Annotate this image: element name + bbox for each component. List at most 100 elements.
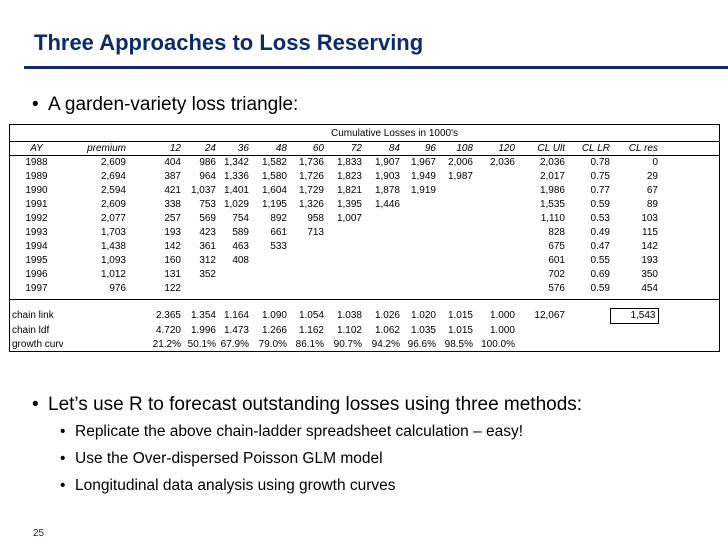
table-cell: 0.78 [590,157,610,168]
table-cell: 0.55 [590,255,610,266]
table-row: 1988 2,609 404 986 1,342 1,582 1,736 1,833 1,907… [10,156,658,170]
table-cell: 257 [164,213,181,224]
table-cell: 1,093 [100,255,126,266]
table-cell [473,240,515,254]
table-cell: 964 [199,171,216,182]
table-cell: 1.473 [223,324,249,336]
table-cell: 1,195 [261,199,287,210]
table-cell: 350 [641,269,658,280]
table-cell: 675 [548,241,565,252]
table-cell [436,282,473,296]
table-cell [436,254,473,268]
table-cell: 89 [646,199,658,210]
table-cell: 115 [642,227,658,238]
table-cell: 1995 [25,255,48,266]
table-cell: 94.2% [371,339,400,350]
table-cell: 1990 [25,185,48,196]
table-cell: 1,907 [374,157,400,168]
table-cell: 90.7% [333,339,362,350]
bullet-forecast: • Let’s use R to forecast outstanding los… [32,394,582,416]
table-cell [216,268,249,282]
table-row: 1994 1,438 142 361 463 533 675 0.47 142 [10,240,658,254]
table-cell [400,282,436,296]
header-row: AY premium 12 24 36 48 60 72 84 96 108 120 CL Ult CL … [10,142,658,156]
table-cell [565,338,610,352]
table-cell: 1.038 [336,310,362,321]
table-cell: 36 [237,143,249,154]
table-cell: 1,029 [223,199,249,210]
table-cell [473,212,515,226]
table-row: 1990 2,594 421 1,037 1,401 1,604 1,729 1,821 1,8… [10,184,658,198]
table-cell: 408 [232,255,249,266]
summary-row: growth curve 21.2% 50.1% 67.9% 79.0% 86.1% 90.… [10,338,658,352]
table-cell: 1.062 [374,324,400,336]
table-cell: 67.9% [220,339,249,350]
table-cell: 96.6% [407,339,436,350]
table-cell: 21.2% [152,339,181,350]
sub-bullet-dot: • [60,423,66,440]
table-cell: 1.354 [190,310,216,321]
table-cell: 160 [164,255,181,266]
table-cell: 50.1% [187,339,216,350]
table-cell: 533 [270,241,287,252]
table-cell: 2,036 [539,157,565,168]
table-cell: 2,006 [447,157,473,168]
table-cell: 713 [307,227,324,238]
table-cell: 142 [641,241,658,252]
table-cell [362,212,400,226]
table-cell: 312 [199,255,216,266]
table-cell: 976 [109,283,126,294]
bullet-dot: • [32,394,39,415]
table-cell [565,324,610,339]
table-cell [249,282,287,296]
table-cell: 1,736 [298,157,324,168]
table-cell [216,282,249,296]
table-cell: 1997 [25,283,48,294]
page-number: 25 [33,528,45,539]
table-cell [473,170,515,184]
table-cell: 131 [164,269,181,280]
table-cell [324,282,362,296]
table-cell [610,338,658,352]
table-cell [436,184,473,198]
table-cell: 1,821 [336,185,362,196]
table-cell: 2,609 [100,199,126,210]
table-row: 1993 1,703 193 423 589 661 713 828 0.49 115 [10,226,658,240]
table-cell [473,282,515,296]
loss-triangle-spreadsheet: Cumulative Losses in 1000's AY premium 12 2… [9,124,720,352]
table-cell: 0.77 [590,185,610,196]
summary-row: chain ldf 4.720 1.996 1.473 1.266 1.162 1.102 1… [10,324,658,339]
table-cell [515,338,565,352]
table-cell [473,254,515,268]
table-cell: 986 [199,157,216,168]
sub-bullet-text: Longitudinal data analysis using growth … [75,477,396,494]
table-cell [610,324,658,339]
table-cell: 193 [164,227,181,238]
table-cell: 828 [548,227,565,238]
table-cell: 753 [199,199,216,210]
table-cell: 1,342 [223,157,249,168]
table-cell [473,184,515,198]
table-cell: 1,823 [336,171,362,182]
table-cell [287,282,324,296]
table-cell [63,309,126,324]
table-cell: 1,903 [374,171,400,182]
table-cell: 1,535 [539,199,565,210]
table-cell: chain link [12,310,54,321]
table-cell: 60 [312,143,324,154]
table-cell: 1,604 [261,185,287,196]
sub-bullet-chain-ladder: • Replicate the above chain-ladder spread… [60,423,523,441]
table-cell: 1.035 [410,324,436,336]
table-cell: 1,395 [336,199,362,210]
table-cell [324,226,362,240]
table-cell: chain ldf [12,324,50,336]
table-cell: 1,336 [223,171,249,182]
sub-bullet-glm: • Use the Over-dispersed Poisson GLM mode… [60,450,383,468]
table-cell [362,282,400,296]
table-cell: 1,012 [100,269,126,280]
table-cell [324,240,362,254]
table-cell: 4.720 [155,324,181,336]
sub-bullet-text: Use the Over-dispersed Poisson GLM model [75,450,383,467]
sheet-title: Cumulative Losses in 1000's [331,128,458,139]
table-cell [400,240,436,254]
